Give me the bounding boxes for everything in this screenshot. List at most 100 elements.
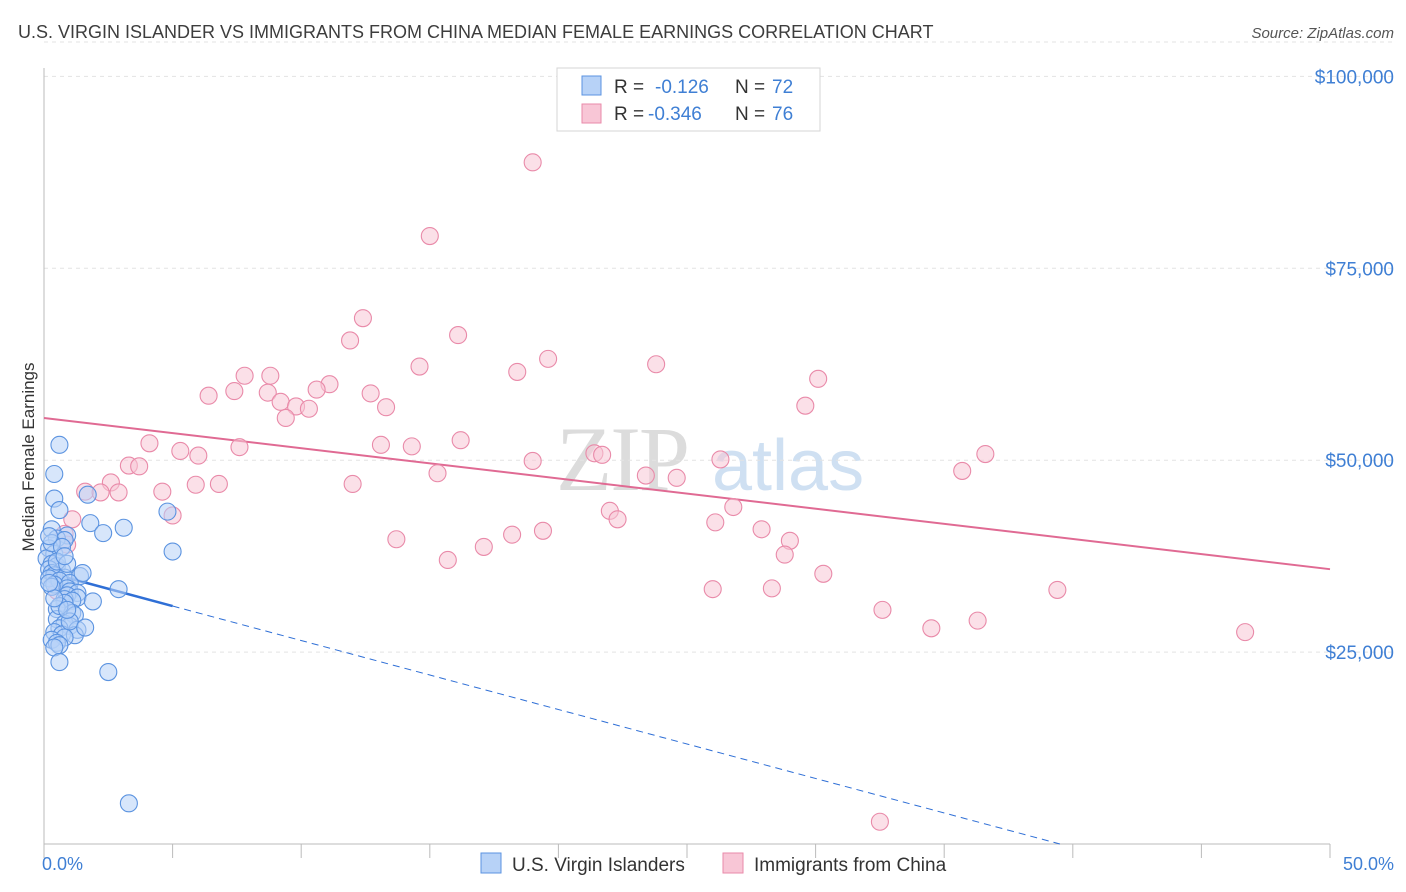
point-china — [299, 399, 318, 418]
point-china — [230, 438, 249, 457]
legend-n-value: 76 — [772, 104, 793, 125]
point-china — [361, 384, 380, 403]
point-china — [109, 483, 128, 502]
legend-n-label: N = — [735, 77, 765, 98]
point-china — [870, 812, 889, 831]
point-china — [922, 619, 941, 638]
x-tick-label-min: 0.0% — [42, 854, 83, 874]
point-china — [153, 482, 172, 501]
point-china — [775, 545, 794, 564]
point-china — [186, 475, 205, 494]
y-axis-label: Median Female Earnings — [19, 363, 38, 552]
legend-r-value: -0.346 — [648, 104, 702, 125]
point-china — [523, 153, 542, 172]
point-virgin-islander — [45, 464, 64, 484]
point-china — [976, 444, 995, 464]
y-tick-labels: $25,000 $50,000 $75,000 $100,000 — [1315, 67, 1394, 664]
point-china — [258, 383, 277, 402]
point-china — [647, 355, 666, 374]
point-virgin-islander — [99, 663, 118, 682]
point-china — [225, 382, 244, 401]
grid-lines — [44, 41, 1392, 653]
chart-source: Source: ZipAtlas.com — [1251, 25, 1394, 42]
point-china — [209, 474, 228, 494]
point-china — [353, 309, 372, 328]
series-legend: U.S. Virgin Islanders Immigrants from Ch… — [480, 852, 947, 876]
y-tick-label: $75,000 — [1325, 259, 1394, 280]
series-swatch-blue — [480, 852, 502, 874]
y-tick-label: $100,000 — [1315, 67, 1394, 88]
point-china — [341, 331, 360, 350]
point-china — [503, 525, 522, 544]
legend-r-value: -0.126 — [655, 77, 709, 98]
legend-r-label: R = — [614, 104, 644, 125]
watermark-zip: ZIP — [556, 408, 688, 510]
point-china — [752, 520, 771, 539]
point-china — [371, 435, 390, 454]
point-china — [377, 398, 396, 417]
point-virgin-islander — [83, 592, 102, 611]
point-china — [608, 510, 627, 529]
point-virgin-islander — [76, 618, 95, 637]
point-china — [199, 386, 218, 405]
legend-swatch-pink — [581, 103, 602, 124]
point-china — [953, 461, 972, 480]
point-china — [706, 513, 725, 532]
point-virgin-islander — [163, 542, 182, 561]
y-tick-label: $25,000 — [1325, 643, 1394, 664]
point-china — [809, 369, 828, 388]
point-china — [189, 446, 208, 465]
point-virgin-islander — [50, 501, 69, 520]
point-china — [1236, 623, 1255, 642]
series-label-blue: U.S. Virgin Islanders — [512, 855, 685, 876]
point-china — [703, 580, 722, 599]
point-china — [508, 362, 527, 381]
point-virgin-islander — [158, 502, 177, 521]
trend-line-china — [43, 416, 1331, 571]
point-china — [63, 510, 82, 529]
point-virgin-islander — [78, 485, 97, 504]
point-china — [762, 579, 781, 598]
series-swatch-pink — [722, 852, 744, 874]
point-china — [873, 600, 892, 619]
point-china — [474, 537, 493, 556]
point-china — [539, 349, 558, 368]
point-china — [449, 326, 468, 345]
point-china — [438, 550, 457, 570]
point-china — [276, 408, 295, 428]
axes — [43, 68, 1331, 858]
point-china — [420, 226, 439, 246]
legend-n-label: N = — [735, 104, 765, 125]
chart-title: U.S. VIRGIN ISLANDER VS IMMIGRANTS FROM … — [18, 22, 933, 42]
point-china — [343, 474, 362, 494]
point-virgin-islander — [109, 580, 128, 599]
point-virgin-islander — [55, 547, 74, 566]
point-china — [523, 451, 542, 471]
point-virgin-islander — [50, 435, 69, 454]
trend-line-virgin-islander-extension — [172, 605, 1061, 845]
legend-r-label: R = — [614, 77, 644, 98]
legend-n-value: 72 — [772, 77, 793, 98]
series-label-pink: Immigrants from China — [754, 855, 947, 876]
x-tick-label-max: 50.0% — [1343, 854, 1394, 874]
point-china — [235, 366, 254, 385]
point-china — [711, 450, 730, 469]
point-china — [593, 445, 612, 464]
point-china — [410, 357, 429, 376]
point-china — [387, 530, 406, 549]
watermark: ZIP atlas — [556, 408, 864, 510]
point-china — [451, 431, 470, 450]
point-china — [130, 457, 149, 476]
correlation-legend: R = -0.126 N = 72 R = -0.346 N = 76 — [556, 67, 821, 132]
point-china — [402, 437, 421, 456]
point-china — [307, 380, 326, 399]
point-china — [428, 464, 447, 483]
point-virgin-islander — [81, 514, 100, 533]
data-points — [37, 153, 1255, 831]
point-virgin-islander — [94, 524, 113, 543]
point-china — [796, 396, 815, 415]
point-virgin-islander — [114, 518, 133, 537]
point-virgin-islander — [58, 600, 77, 619]
point-china — [271, 392, 290, 411]
